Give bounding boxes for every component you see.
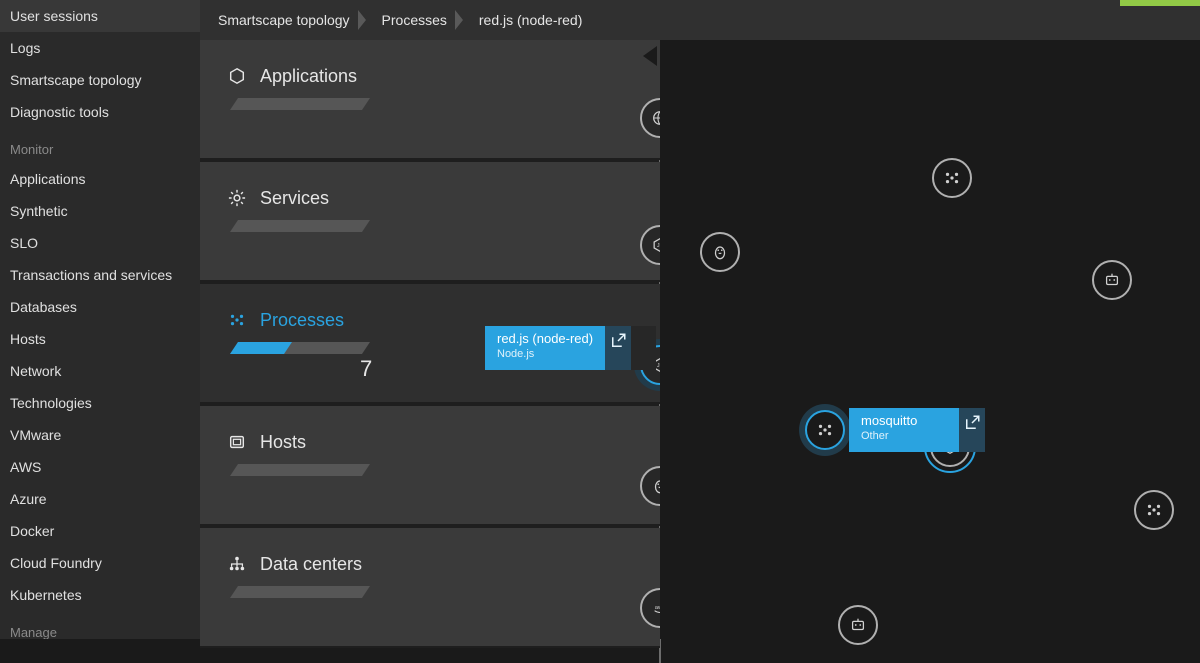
sidebar-item[interactable]: User sessions (0, 0, 200, 32)
sidebar-item[interactable]: Technologies (0, 387, 200, 419)
sidebar-item[interactable]: Cloud Foundry (0, 547, 200, 579)
tree-icon (228, 555, 248, 575)
sidebar-item[interactable]: VMware (0, 419, 200, 451)
status-strip (1120, 0, 1200, 6)
layer-count: 7 (360, 356, 372, 382)
sidebar-item[interactable]: Transactions and services (0, 259, 200, 291)
layer-progress-bar (230, 98, 370, 110)
sidebar-item[interactable]: Hosts (0, 323, 200, 355)
chip-title: mosquitto (861, 413, 947, 428)
topology-node[interactable] (1134, 490, 1174, 530)
host-icon (228, 433, 248, 453)
sidebar-item[interactable]: SLO (0, 227, 200, 259)
sidebar-item[interactable]: Docker (0, 515, 200, 547)
open-link-icon[interactable] (959, 408, 985, 452)
topology-node[interactable] (700, 232, 740, 272)
sidebar-item[interactable]: Kubernetes (0, 579, 200, 611)
collapse-arrow-icon[interactable] (643, 46, 657, 66)
selected-process-chip[interactable]: red.js (node-red) Node.js (485, 326, 656, 370)
topology-node[interactable] (838, 605, 878, 645)
breadcrumb[interactable]: Smartscape topology (212, 12, 356, 28)
layer-hosts[interactable]: Hosts (200, 406, 660, 526)
chevron-right-icon (455, 10, 463, 30)
layer-datacenters[interactable]: Data centers (200, 528, 660, 648)
layer-progress-bar (230, 220, 370, 232)
chip-title: red.js (node-red) (497, 331, 593, 346)
sidebar-section-header: Manage (0, 611, 200, 639)
hex-icon (228, 67, 248, 87)
layer-progress-bar (230, 464, 370, 476)
sidebar: User sessions Logs Smartscape topology D… (0, 0, 200, 639)
sidebar-item[interactable]: Logs (0, 32, 200, 64)
chip-subtitle: Node.js (497, 348, 593, 360)
layer-applications[interactable]: Applications (200, 40, 660, 160)
sidebar-section-header: Monitor (0, 128, 200, 163)
topology-node[interactable] (1092, 260, 1132, 300)
breadcrumb-bar: Smartscape topology Processes red.js (no… (200, 0, 1200, 40)
layer-label: Applications (260, 66, 357, 87)
breadcrumb[interactable]: red.js (node-red) (473, 12, 589, 28)
dots-icon (228, 311, 248, 331)
layer-label: Hosts (260, 432, 306, 453)
sidebar-item[interactable]: Synthetic (0, 195, 200, 227)
sidebar-item[interactable]: Applications (0, 163, 200, 195)
chip-subtitle: Other (861, 430, 947, 442)
chevron-right-icon (358, 10, 366, 30)
chip-tail (631, 326, 656, 370)
topology-canvas[interactable]: mosquitto Other (660, 40, 1200, 639)
topology-node[interactable] (805, 410, 845, 450)
layer-progress-bar (230, 342, 370, 354)
sidebar-item[interactable]: Azure (0, 483, 200, 515)
sidebar-item[interactable]: Smartscape topology (0, 64, 200, 96)
sidebar-item[interactable]: Databases (0, 291, 200, 323)
layer-progress-bar (230, 586, 370, 598)
layer-label: Data centers (260, 554, 362, 575)
layer-label: Processes (260, 310, 344, 331)
sidebar-item[interactable]: Diagnostic tools (0, 96, 200, 128)
layer-label: Services (260, 188, 329, 209)
topology-node[interactable] (932, 158, 972, 198)
sidebar-item[interactable]: Network (0, 355, 200, 387)
open-link-icon[interactable] (605, 326, 631, 370)
breadcrumb[interactable]: Processes (376, 12, 453, 28)
mosquitto-chip[interactable]: mosquitto Other (849, 408, 985, 452)
sidebar-item[interactable]: AWS (0, 451, 200, 483)
gear-icon (228, 189, 248, 209)
layer-services[interactable]: Services (200, 162, 660, 282)
